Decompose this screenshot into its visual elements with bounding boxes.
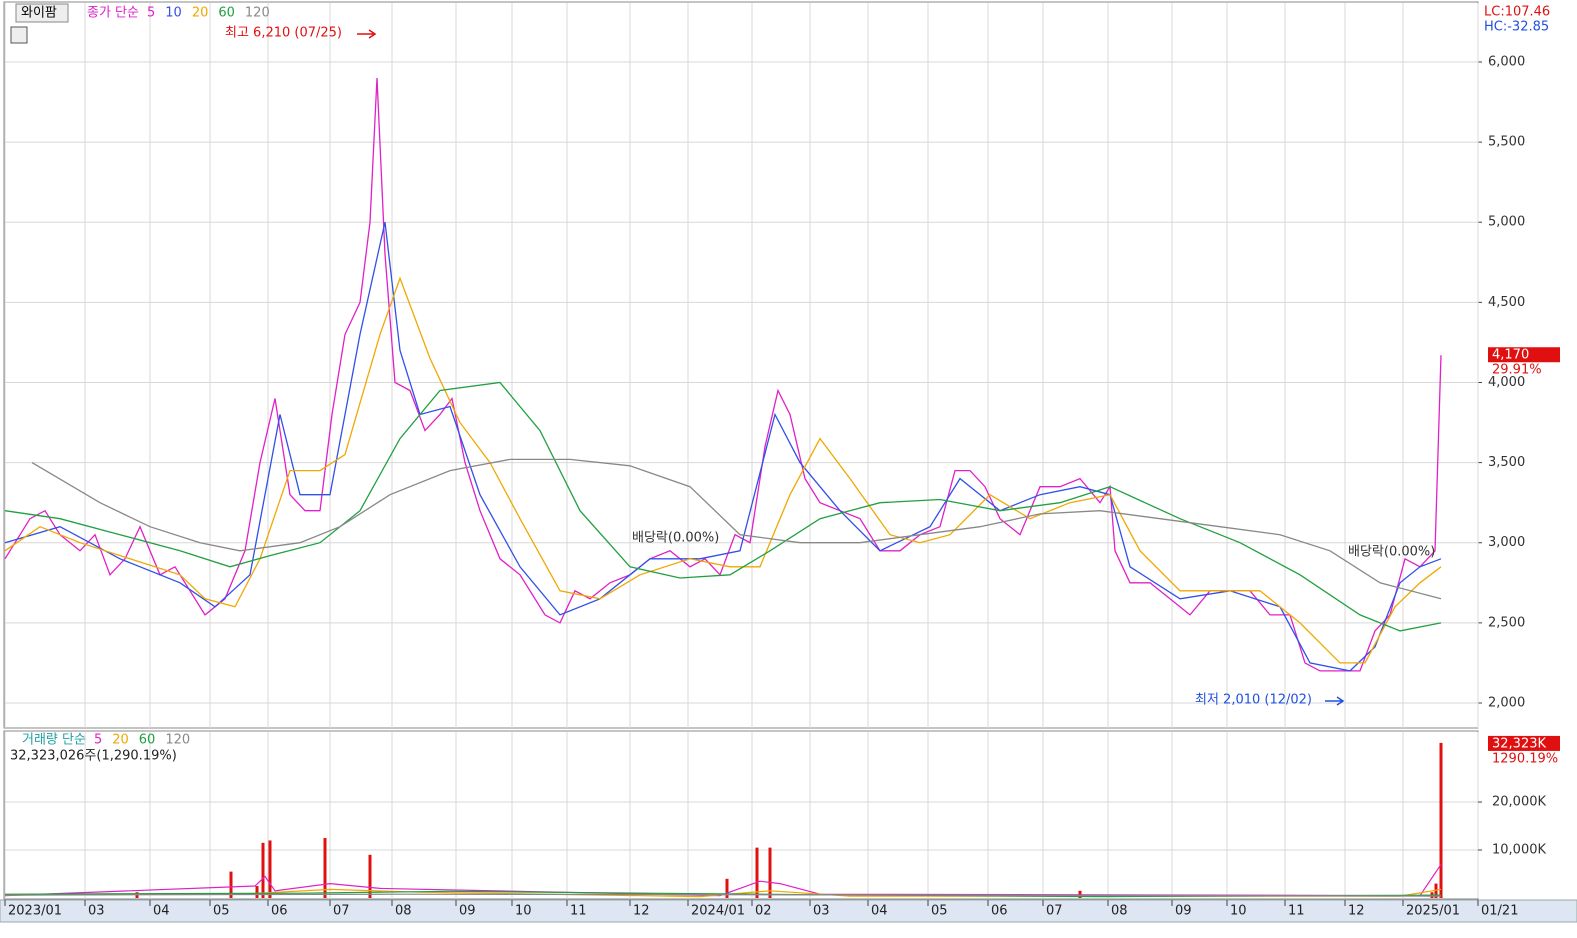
ma-line (4, 222, 1442, 672)
y-tick-label: 20,000K (1492, 795, 1546, 810)
volume-bar (323, 838, 327, 898)
last-price-label: 4,170 (1492, 348, 1529, 363)
x-axis-strip (0, 899, 1577, 923)
x-tick-label: 08 (1111, 904, 1128, 919)
x-tick-label: 09 (459, 904, 476, 919)
symbol-name: 와이팜 (21, 6, 57, 21)
volume-bar (368, 854, 372, 898)
legend-prefix: 종가 단순 (87, 6, 139, 21)
x-tick-label: 12 (633, 904, 650, 919)
legend-entry: 120 (245, 6, 270, 21)
x-tick-label: 10 (1230, 904, 1247, 919)
y-tick-label: 3,000 (1488, 535, 1525, 550)
ma-line (4, 381, 1442, 632)
x-tick-label: 06 (991, 904, 1008, 919)
y-tick-label: 4,500 (1488, 295, 1525, 310)
x-tick-label: 12 (1348, 904, 1365, 919)
x-tick-label: 05 (931, 904, 948, 919)
volume-bar (229, 871, 233, 898)
x-tick-label: 04 (871, 904, 888, 919)
y-tick-label: 2,000 (1488, 696, 1525, 711)
x-tick-label: 01/21 (1481, 904, 1518, 919)
hc-label: HC:-32.85 (1484, 20, 1549, 35)
y-tick-label: 4,000 (1488, 375, 1525, 390)
ma-line (4, 890, 1442, 898)
annotation: 최저 2,010 (12/02) (1195, 693, 1312, 708)
volume-total: 32,323,026주(1,290.19%) (10, 749, 177, 764)
symbol-box[interactable] (15, 3, 69, 23)
volume-bar (268, 840, 272, 898)
annotation: 배당락(0.00%) (632, 531, 719, 546)
x-tick-label: 05 (213, 904, 230, 919)
volume-bar (255, 886, 259, 898)
legend-entry: 5 (94, 733, 102, 748)
x-tick-label: 11 (570, 904, 587, 919)
volume-bar (755, 847, 759, 898)
x-tick-label: 2024/01 (691, 904, 745, 919)
x-tick-label: 06 (271, 904, 288, 919)
legend-entry: 20 (112, 733, 129, 748)
y-tick-label: 2,500 (1488, 615, 1525, 630)
volume-bar (725, 878, 729, 898)
low-arrow (1325, 696, 1345, 706)
legend-entry: 10 (165, 6, 182, 21)
y-tick-label: 3,500 (1488, 455, 1525, 470)
lc-label: LC:107.46 (1484, 5, 1550, 20)
y-tick-label: 5,000 (1488, 215, 1525, 230)
x-tick-label: 03 (88, 904, 105, 919)
y-tick-label: 10,000K (1492, 843, 1546, 858)
ma-line (31, 458, 1442, 600)
x-tick-label: 02 (755, 904, 772, 919)
legend-entry: 60 (139, 733, 156, 748)
x-tick-label: 08 (395, 904, 412, 919)
high-arrow (357, 29, 377, 39)
annotation: 최고 6,210 (07/25) (225, 26, 342, 41)
x-tick-label: 11 (1288, 904, 1305, 919)
x-tick-label: 07 (1046, 904, 1063, 919)
legend-entry: 120 (165, 733, 190, 748)
last-volume-change: 1290.19% (1492, 751, 1558, 766)
legend-entry: 20 (192, 6, 209, 21)
y-tick-label: 5,500 (1488, 135, 1525, 150)
x-tick-label: 10 (515, 904, 532, 919)
legend-entry: 60 (218, 6, 235, 21)
x-tick-label: 2025/01 (1406, 904, 1460, 919)
ma-line (4, 77, 1442, 672)
x-tick-label: 09 (1175, 904, 1192, 919)
last-change-label: 29.91% (1492, 363, 1542, 378)
volume-bar (261, 842, 265, 898)
annotation: 배당락(0.00%) (1348, 545, 1435, 560)
last-volume-box (1488, 735, 1560, 751)
x-tick-label: 03 (813, 904, 830, 919)
volume-bar (768, 847, 772, 898)
last-price-box (1488, 347, 1560, 363)
ma-line (4, 893, 1442, 897)
volume-bar (1439, 742, 1443, 898)
x-tick-label: 07 (333, 904, 350, 919)
x-tick-label: 2023/01 (8, 904, 62, 919)
y-tick-label: 6,000 (1488, 54, 1525, 69)
legend-entry: 5 (147, 6, 155, 21)
legend-prefix: 거래량 단순 (22, 733, 86, 748)
x-tick-label: 04 (153, 904, 170, 919)
grid-icon[interactable] (10, 26, 28, 44)
last-volume-label: 32,323K (1492, 736, 1546, 751)
